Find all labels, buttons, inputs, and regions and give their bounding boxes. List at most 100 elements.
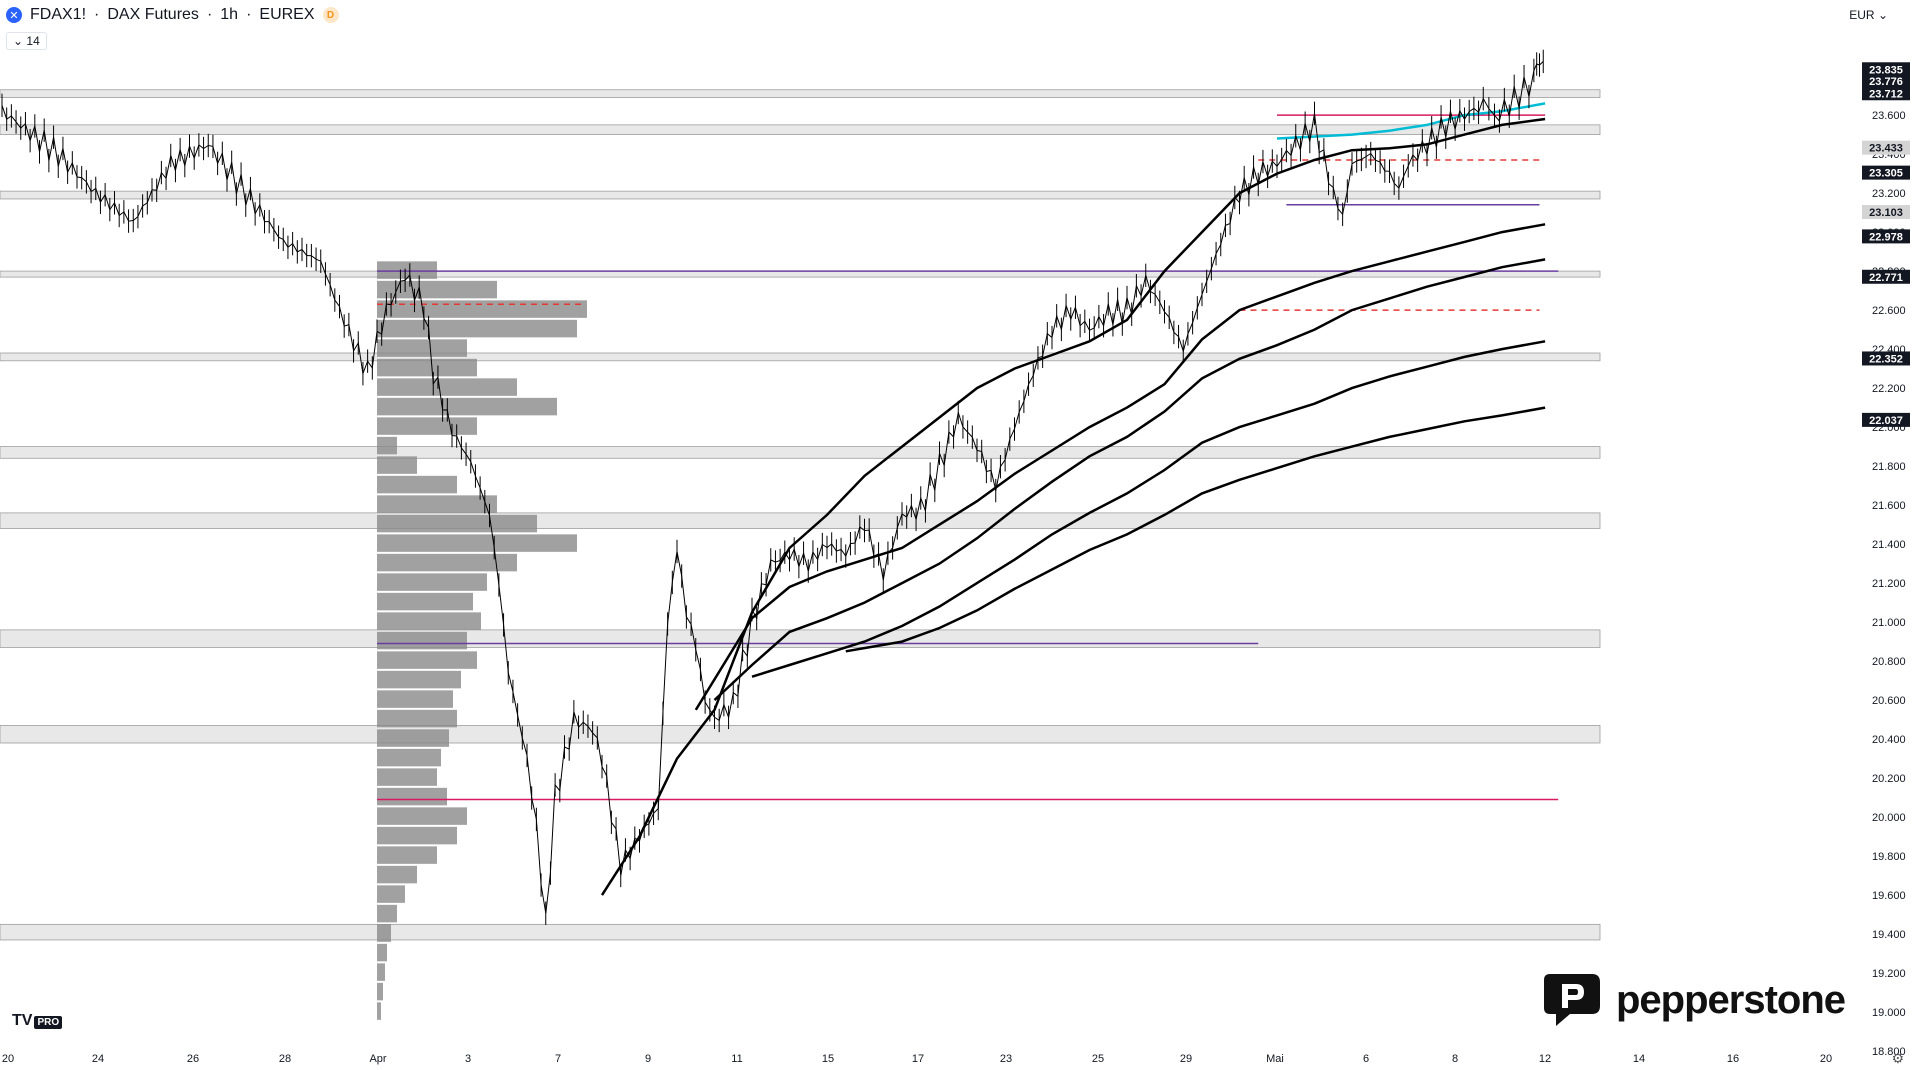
zone-band xyxy=(0,725,1601,744)
chevron-down-icon[interactable]: ⌄ xyxy=(13,34,24,48)
profile-bar xyxy=(377,807,467,825)
price-series xyxy=(1,49,1544,925)
support-resistance-zones xyxy=(0,89,1601,941)
profile-bar xyxy=(377,475,457,494)
symbol-logo-icon: ✕ xyxy=(6,7,22,23)
tradingview-logo: TV PRO xyxy=(10,1012,63,1030)
profile-bar xyxy=(377,514,537,533)
y-tick-label: 21.600 xyxy=(1872,500,1906,512)
chart-header[interactable]: ✕ FDAX1! · DAX Futures · 1h · EUREX D xyxy=(6,6,339,24)
profile-bar xyxy=(377,709,457,728)
y-tick-label: 18.800 xyxy=(1872,1046,1906,1058)
profile-bar xyxy=(377,631,467,650)
x-tick-label: 26 xyxy=(187,1053,199,1065)
profile-bar xyxy=(377,261,437,279)
profile-bar xyxy=(377,670,461,689)
profile-bar xyxy=(377,865,417,884)
price-badge xyxy=(1862,229,1910,244)
volume-profile xyxy=(377,261,587,1020)
profile-bar xyxy=(377,358,477,377)
x-tick-label: Apr xyxy=(369,1053,386,1065)
header-separator: · xyxy=(246,6,252,23)
price-badge-label: 22.978 xyxy=(1869,231,1903,243)
currency-selector[interactable]: EUR ⌄ xyxy=(1849,8,1888,22)
profile-bar xyxy=(377,456,417,474)
profile-bar xyxy=(377,982,383,1001)
ema-line xyxy=(845,406,1546,653)
profile-bar xyxy=(377,534,577,552)
x-tick-label: Mai xyxy=(1266,1053,1284,1065)
price-badge-label: 23.305 xyxy=(1869,168,1903,180)
profile-bar xyxy=(377,612,481,630)
profile-bar xyxy=(377,943,387,962)
profile-bar xyxy=(377,748,441,767)
indicator-legend[interactable]: ⌄ 14 xyxy=(6,32,47,50)
price-badge-label: 23.103 xyxy=(1869,207,1903,219)
profile-bar xyxy=(377,904,397,923)
x-tick-label: 29 xyxy=(1180,1053,1192,1065)
x-tick-label: 25 xyxy=(1092,1053,1104,1065)
x-tick-label: 8 xyxy=(1452,1053,1458,1065)
profile-bar xyxy=(377,339,467,357)
profile-bar xyxy=(377,963,385,981)
profile-bar xyxy=(377,319,577,338)
price-badge xyxy=(1862,86,1910,101)
profile-bar xyxy=(377,300,587,318)
profile-bar xyxy=(377,846,437,864)
x-tick-label: 11 xyxy=(731,1053,742,1065)
y-tick-label: 19.200 xyxy=(1872,968,1906,980)
zone-band xyxy=(0,190,1601,200)
profile-bar xyxy=(377,495,497,513)
x-tick-label: 12 xyxy=(1539,1053,1551,1065)
price-badge xyxy=(1862,412,1910,427)
time-axis[interactable]: 20 24 26 28 Apr 3 7 9 11 15 17 23 25 29 Mai 6 8 12 14 16 20 xyxy=(2,1053,1832,1065)
y-tick-label: 20.600 xyxy=(1872,695,1906,707)
y-tick-label: 19.800 xyxy=(1872,851,1906,863)
platform-mark: TV xyxy=(12,1012,33,1029)
x-tick-label: 24 xyxy=(92,1053,104,1065)
profile-bar xyxy=(377,397,557,416)
price-badge xyxy=(1862,62,1910,77)
price-line xyxy=(1,61,1544,914)
ema-line xyxy=(694,223,1546,711)
x-tick-label: 28 xyxy=(279,1053,291,1065)
header-separator: · xyxy=(94,6,100,23)
profile-bar xyxy=(377,553,517,572)
y-tick-label: 20.800 xyxy=(1872,656,1906,668)
y-tick-label: 22.200 xyxy=(1872,383,1906,395)
zone-band xyxy=(0,124,1601,135)
delayed-data-badge[interactable]: D xyxy=(322,7,339,23)
y-tick-label: 19.600 xyxy=(1872,890,1906,902)
profile-bar xyxy=(377,924,391,942)
interval-label[interactable]: 1h xyxy=(220,6,239,23)
price-badge xyxy=(1862,351,1910,366)
broker-logo: pepperstone xyxy=(1536,970,1846,1030)
y-tick-label: 23.200 xyxy=(1872,188,1906,200)
profile-bar xyxy=(377,651,477,669)
x-tick-label: 14 xyxy=(1633,1053,1645,1065)
profile-bar xyxy=(377,885,405,903)
ema-line xyxy=(751,340,1546,678)
profile-bar xyxy=(377,573,487,591)
price-badge-label: 23.433 xyxy=(1869,143,1903,155)
price-axis[interactable]: 23.60023.40023.20023.00022.80022.60022.4… xyxy=(1860,0,1914,1070)
y-tick-label: 19.400 xyxy=(1872,929,1906,941)
y-tick-label: 20.400 xyxy=(1872,734,1906,746)
x-tick-label: 20 xyxy=(1820,1053,1832,1065)
y-tick-label: 20.000 xyxy=(1872,812,1906,824)
y-tick-label: 21.000 xyxy=(1872,617,1906,629)
moving-average-ribbon xyxy=(600,102,1546,896)
y-tick-label: 21.200 xyxy=(1872,578,1906,590)
ema-line xyxy=(713,258,1546,702)
x-tick-label: 20 xyxy=(2,1053,14,1065)
x-tick-label: 16 xyxy=(1727,1053,1739,1065)
gear-icon[interactable]: ⚙ xyxy=(1891,1050,1904,1066)
horizontal-levels xyxy=(377,114,1559,801)
y-tick-label: 20.200 xyxy=(1872,773,1906,785)
price-badge-label: 22.037 xyxy=(1869,415,1903,427)
symbol-name[interactable]: FDAX1! xyxy=(30,6,87,23)
zone-band xyxy=(0,446,1601,459)
price-badge-label: 23.712 xyxy=(1869,88,1903,100)
header-separator: · xyxy=(206,6,213,23)
